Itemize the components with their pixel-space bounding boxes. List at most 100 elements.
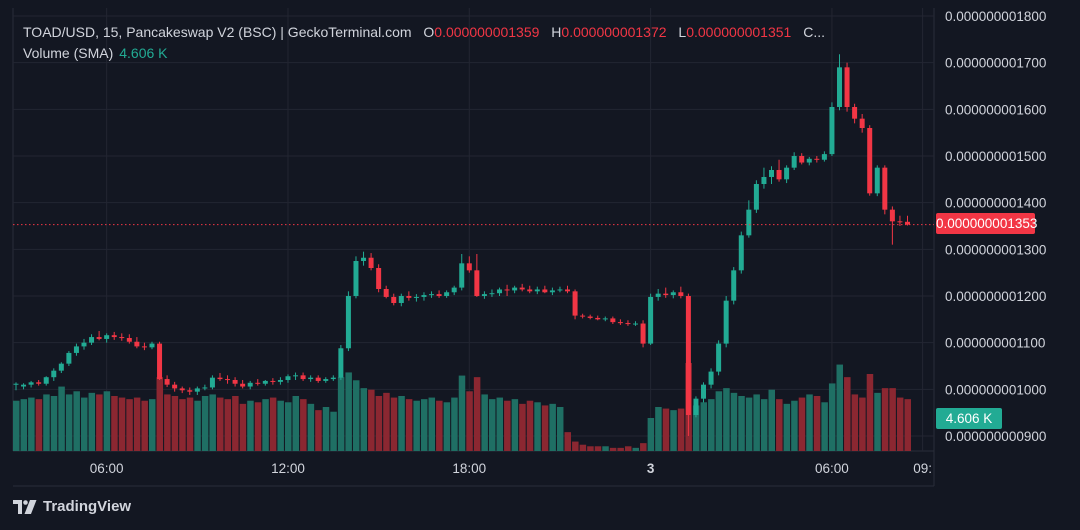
volume-bar — [768, 389, 775, 451]
volume-bar — [284, 402, 292, 451]
volume-bar — [111, 396, 118, 451]
tradingview-brand: TradingView — [43, 498, 132, 515]
low-label: L — [678, 24, 687, 40]
candle-body — [157, 343, 163, 380]
volume-bar — [624, 446, 632, 451]
candle-body — [489, 293, 495, 295]
candle-body — [633, 323, 639, 325]
volume-bar — [96, 394, 103, 451]
candle-body — [353, 261, 359, 296]
price-tick-label: 0.000000001800 — [945, 9, 1046, 24]
candle-body — [504, 289, 510, 291]
candle-body — [187, 390, 193, 392]
volume-bar — [519, 403, 526, 451]
candle-body — [285, 376, 291, 380]
volume-bar — [156, 377, 164, 451]
volume-bar — [428, 397, 436, 451]
volume-bar — [488, 399, 496, 451]
volume-bar — [337, 377, 345, 451]
candle-body — [814, 158, 820, 160]
volume-bar — [549, 403, 556, 451]
volume-bar — [458, 375, 466, 451]
candle-body — [595, 317, 601, 320]
volume-bar — [511, 399, 519, 451]
volume-bar — [232, 396, 239, 451]
volume-bar — [715, 391, 723, 451]
candle-body — [625, 323, 631, 325]
volume-bar — [473, 377, 481, 451]
candle-body — [13, 383, 19, 385]
volume-bar — [791, 400, 798, 451]
volume-bar — [383, 392, 390, 451]
candle-body — [315, 377, 321, 381]
candle-body — [89, 337, 95, 343]
candle-body — [119, 337, 125, 339]
candle-body — [164, 379, 170, 385]
candle-body — [413, 296, 419, 298]
time-tick-label: 06:00 — [815, 461, 849, 476]
candle-body — [882, 167, 888, 210]
candle-body — [217, 377, 223, 380]
candle-body — [179, 388, 185, 391]
candle-body — [836, 67, 842, 107]
candle-body — [701, 384, 707, 399]
volume-bar — [58, 386, 65, 451]
volume-bar — [594, 446, 602, 451]
candle-body — [240, 383, 246, 387]
candle-body — [799, 156, 805, 163]
volume-bar — [655, 407, 662, 451]
volume-bar — [330, 411, 337, 451]
candle-body — [277, 380, 283, 382]
volume-bar — [813, 396, 821, 451]
volume-bar — [844, 377, 851, 451]
volume-bar — [617, 447, 624, 451]
candle-body — [345, 296, 351, 349]
tradingview-logo-icon — [13, 499, 37, 514]
volume-bar — [420, 399, 428, 451]
volume-bar — [896, 397, 904, 451]
volume-bar — [806, 394, 813, 451]
volume-bar — [821, 402, 828, 451]
candle-body — [58, 363, 64, 371]
candle-body — [421, 295, 427, 297]
price-tick-label: 0.000000001100 — [945, 336, 1045, 351]
candle-body — [51, 370, 57, 378]
volume-bar — [700, 402, 708, 451]
candle-body — [466, 263, 472, 271]
volume-bar — [541, 405, 549, 451]
candle-body — [527, 289, 533, 292]
price-tick-label: 0.000000001400 — [945, 196, 1046, 211]
candle-body — [459, 263, 465, 288]
volume-bar — [35, 399, 43, 451]
candle-body — [270, 380, 276, 382]
candle-body — [21, 384, 27, 387]
candle-body — [685, 296, 691, 415]
volume-bar — [254, 402, 262, 451]
candle-body — [716, 343, 722, 372]
volume-bar — [745, 397, 753, 451]
candle-body — [451, 287, 457, 293]
volume-indicator-label: Volume (SMA) — [23, 45, 114, 61]
candle-body — [648, 296, 654, 344]
candle-body — [429, 294, 435, 296]
candle-body — [663, 293, 669, 296]
price-tick-label: 0.000000000900 — [945, 429, 1046, 444]
volume-bar — [360, 388, 368, 451]
time-tick-label: 12:00 — [271, 461, 305, 476]
volume-bar — [556, 407, 564, 451]
candle-body — [572, 291, 578, 316]
candle-body — [172, 384, 178, 389]
volume-bar — [866, 374, 874, 451]
volume-indicator-legend[interactable]: Volume (SMA) 4.606 K — [23, 45, 168, 61]
volume-bar — [647, 418, 655, 451]
volume-bar — [216, 397, 224, 451]
candle-body — [225, 379, 231, 381]
volume-bar — [375, 396, 383, 451]
volume-bar — [194, 400, 201, 451]
candle-body — [897, 221, 903, 223]
candle-body — [821, 154, 827, 160]
candle-body — [126, 338, 132, 342]
tradingview-footer[interactable]: TradingView — [13, 498, 131, 515]
candle-body — [383, 289, 389, 297]
